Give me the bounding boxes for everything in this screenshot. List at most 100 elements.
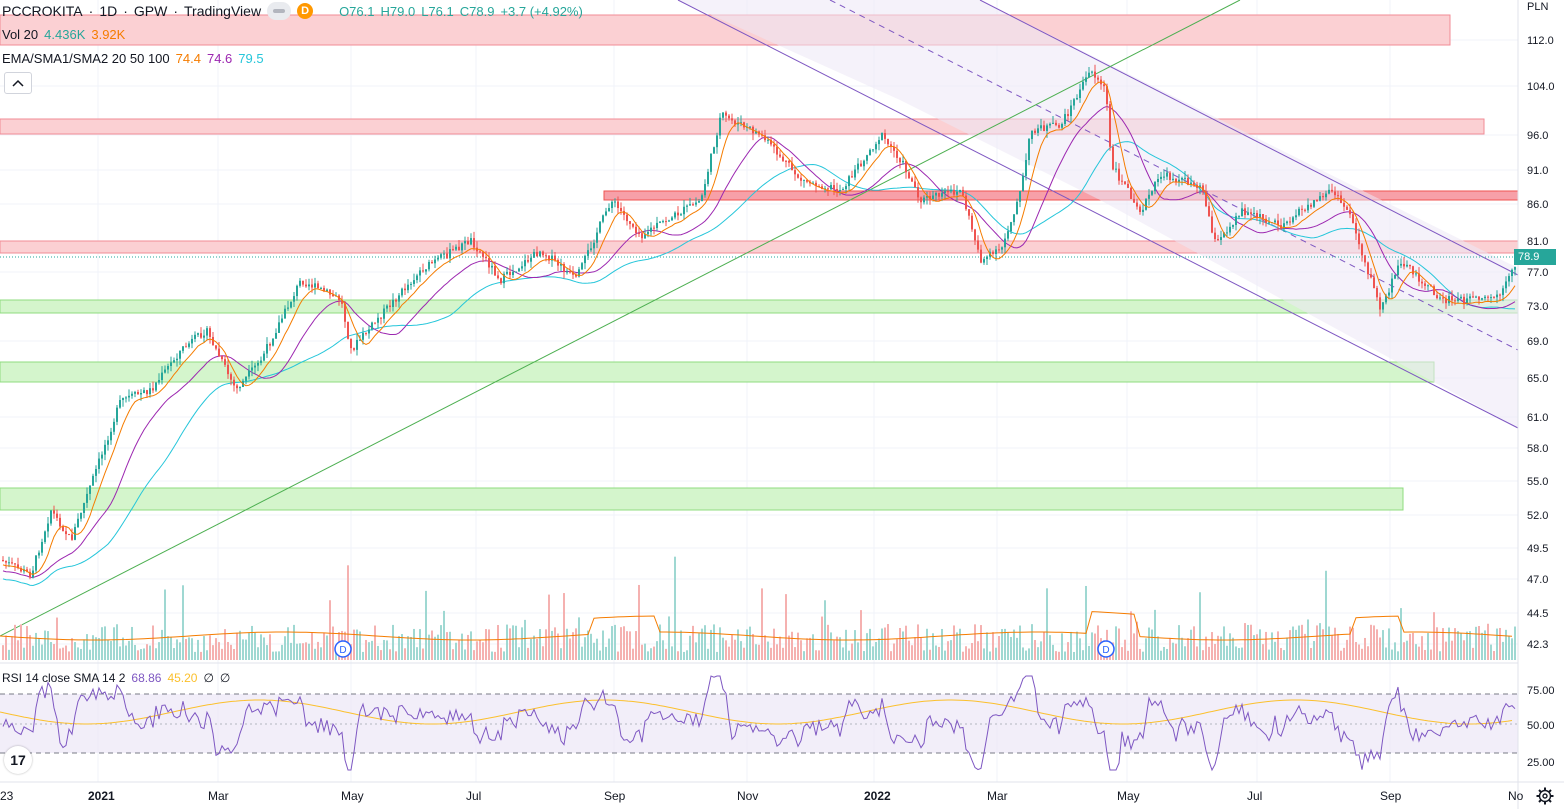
volume-bar bbox=[650, 648, 652, 660]
volume-bar bbox=[467, 634, 469, 660]
candle-body bbox=[995, 249, 997, 254]
candle-body bbox=[533, 251, 535, 258]
candle-body bbox=[269, 344, 271, 346]
volume-bar bbox=[395, 651, 397, 660]
volume-bar bbox=[1121, 647, 1123, 660]
candle-body bbox=[161, 372, 163, 381]
candle-body bbox=[1013, 214, 1015, 223]
volume-bar bbox=[284, 636, 286, 660]
candle-body bbox=[134, 392, 136, 394]
ma-legend[interactable]: EMA/SMA1/SMA2 20 50 100 74.4 74.6 79.5 bbox=[2, 51, 264, 66]
volume-bar bbox=[2, 645, 4, 660]
volume-bar bbox=[791, 631, 793, 660]
volume-legend[interactable]: Vol 20 4.436K 3.92K bbox=[2, 27, 125, 42]
candle-body bbox=[1460, 296, 1462, 299]
candle-body bbox=[1217, 239, 1219, 241]
volume-bar bbox=[935, 645, 937, 660]
volume-bar bbox=[1367, 646, 1369, 660]
time-tick-label: Sep bbox=[604, 789, 626, 803]
candle-body bbox=[1301, 208, 1303, 210]
candle-body bbox=[830, 185, 832, 190]
candle-body bbox=[737, 122, 739, 125]
volume-bar bbox=[1418, 646, 1420, 660]
time-axis[interactable]: 23 2021 Mar May Jul Sep Nov 2022 Mar May Jul Sep No bbox=[0, 789, 1524, 803]
volume-bar bbox=[242, 639, 244, 660]
interval[interactable]: 1D bbox=[99, 3, 118, 19]
candle-body bbox=[1376, 288, 1378, 298]
volume-bar bbox=[251, 625, 253, 660]
candle-body bbox=[788, 160, 790, 163]
price-tick-label: 96.0 bbox=[1527, 130, 1548, 142]
volume-bar bbox=[1430, 649, 1432, 660]
candle-body bbox=[1046, 125, 1048, 131]
volume-bar bbox=[269, 634, 271, 660]
volume-bar bbox=[860, 610, 862, 660]
dividend-marker-2[interactable]: D bbox=[1097, 640, 1115, 658]
volume-bar bbox=[1034, 640, 1036, 660]
symbol-name[interactable]: PCCROKITA bbox=[2, 3, 83, 19]
rsi-sma-line bbox=[0, 699, 1513, 725]
volume-bar bbox=[1409, 633, 1411, 660]
price-tick-label: 47.0 bbox=[1527, 574, 1548, 586]
volume-bar bbox=[995, 647, 997, 660]
volume-bar bbox=[1070, 631, 1072, 660]
volume-bar bbox=[1355, 642, 1357, 660]
tradingview-logo[interactable]: 17 bbox=[4, 746, 32, 774]
rsi-axis[interactable]: 75.00 50.00 25.00 bbox=[1527, 685, 1555, 769]
volume-bar bbox=[425, 590, 427, 660]
price-axis[interactable]: 112.0 104.0 96.0 91.0 86.0 81.0 77.0 73.0 69.0 65… bbox=[1527, 1, 1555, 651]
gear-icon[interactable] bbox=[1536, 787, 1554, 805]
candle-body bbox=[1370, 274, 1372, 278]
volume-bar bbox=[1508, 636, 1510, 660]
volume-bar bbox=[1349, 626, 1351, 660]
candle-body bbox=[602, 215, 604, 222]
rsi-legend[interactable]: RSI 14 close SMA 14 2 68.86 45.20 ∅ ∅ bbox=[2, 671, 230, 685]
candle-body bbox=[29, 571, 31, 578]
candle-body bbox=[1508, 276, 1510, 282]
candle-body bbox=[389, 305, 391, 307]
candle-body bbox=[641, 233, 643, 239]
volume-bar bbox=[113, 627, 115, 660]
volume-bar bbox=[1343, 647, 1345, 660]
candle-body bbox=[728, 115, 730, 119]
volume-bar bbox=[608, 638, 610, 660]
volume-bar bbox=[1244, 623, 1246, 660]
candle-body bbox=[395, 299, 397, 302]
volume-bar bbox=[722, 637, 724, 660]
candle-body bbox=[929, 196, 931, 199]
support-zone-66 bbox=[0, 361, 1435, 383]
volume-bar bbox=[1025, 650, 1027, 660]
volume-bar bbox=[1142, 651, 1144, 660]
symbol-legend[interactable]: PCCROKITA · 1D · GPW · TradingView D O76… bbox=[2, 2, 583, 20]
volume-bar bbox=[980, 625, 982, 660]
volume-bar bbox=[38, 638, 40, 660]
candle-body bbox=[1232, 224, 1234, 227]
candle-body bbox=[416, 275, 418, 281]
candle-body bbox=[521, 266, 523, 269]
volume-bar bbox=[548, 594, 550, 660]
dividend-badge[interactable]: D bbox=[297, 3, 314, 19]
candle-body bbox=[320, 287, 322, 289]
volume-bar bbox=[959, 628, 961, 660]
volume-bar bbox=[827, 624, 829, 660]
volume-bar bbox=[20, 624, 22, 660]
volume-bar bbox=[17, 640, 19, 660]
volume-bar bbox=[1004, 628, 1006, 660]
volume-bar bbox=[527, 647, 529, 660]
collapse-legend-button[interactable] bbox=[4, 72, 32, 94]
candle-body bbox=[1031, 130, 1033, 140]
volume-bar bbox=[197, 639, 199, 660]
volume-bar bbox=[452, 649, 454, 660]
candle-body bbox=[68, 534, 70, 536]
volume-bar bbox=[149, 645, 151, 660]
candle-body bbox=[557, 259, 559, 266]
candle-body bbox=[1445, 298, 1447, 304]
volume-bar bbox=[1379, 637, 1381, 660]
volume-bar bbox=[644, 643, 646, 660]
candle-body bbox=[668, 220, 670, 222]
volume-bar bbox=[5, 635, 7, 660]
dividend-marker-1[interactable]: D bbox=[334, 640, 352, 658]
visibility-toggle[interactable] bbox=[267, 2, 292, 20]
candle-body bbox=[14, 563, 16, 565]
